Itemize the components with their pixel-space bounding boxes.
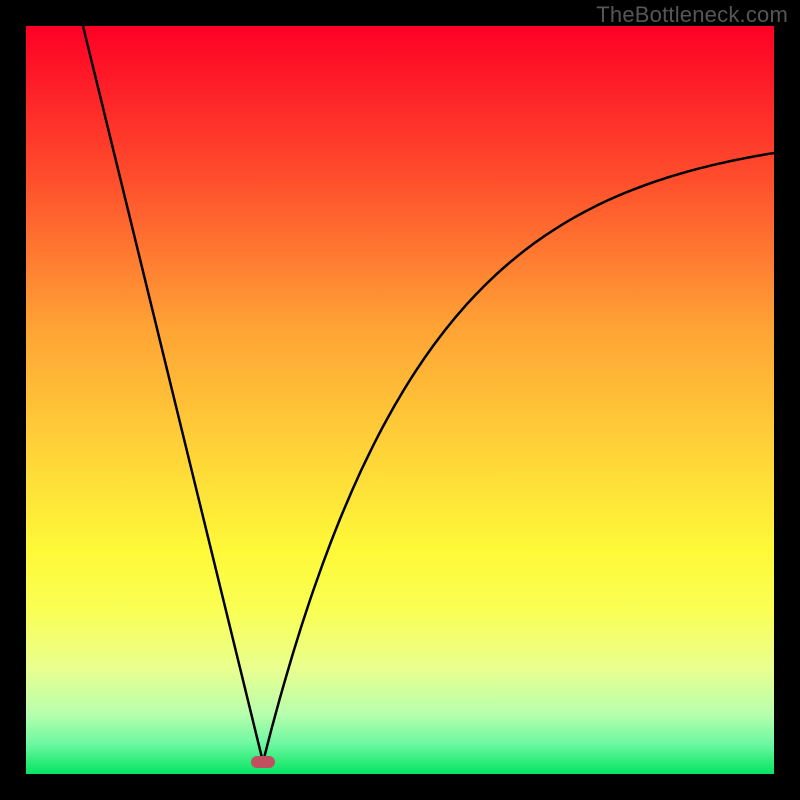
curve-minimum-marker: [251, 756, 275, 768]
chart-frame: TheBottleneck.com: [0, 0, 800, 800]
bottleneck-chart: [0, 0, 800, 800]
chart-plot-area: [26, 26, 774, 774]
watermark-text: TheBottleneck.com: [596, 2, 788, 28]
